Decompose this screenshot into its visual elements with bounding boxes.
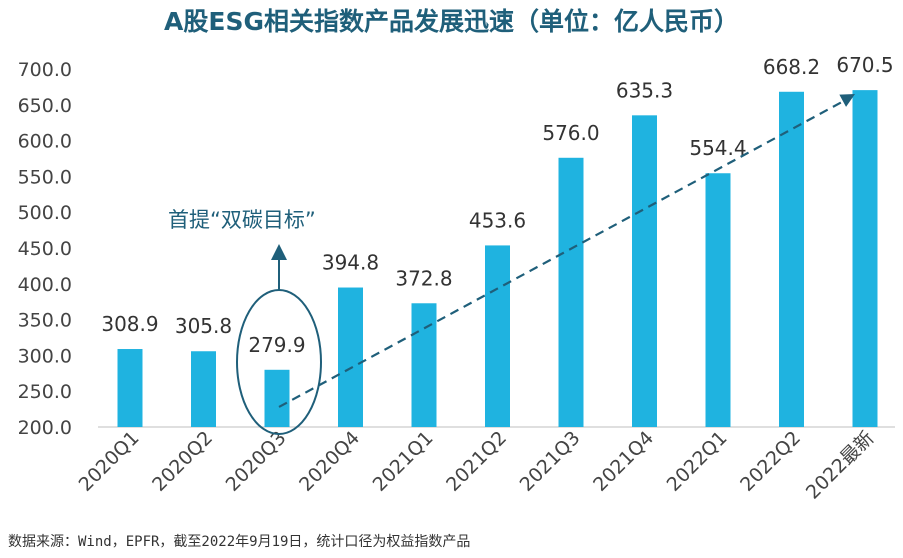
- y-tick-label: 550.0: [18, 166, 72, 188]
- bar: [191, 351, 216, 427]
- x-tick-label: 2021Q3: [516, 427, 585, 496]
- x-tick-label: 2020Q2: [148, 427, 217, 496]
- x-tick-label: 2021Q2: [442, 427, 511, 496]
- value-labels: 308.9 305.8 279.9 394.8 372.8 453.6 576.0 635.3…: [101, 53, 893, 357]
- x-tick-label: 2022最新: [802, 427, 879, 504]
- x-tick-label: 2021Q1: [369, 427, 438, 496]
- trend-arrow-head: [839, 94, 855, 107]
- data-label: 635.3: [616, 78, 673, 102]
- x-tick-label: 2022Q2: [736, 427, 805, 496]
- bar: [264, 369, 290, 427]
- x-tick-label: 2020Q3: [222, 427, 291, 496]
- bar: [852, 90, 878, 427]
- bar: [632, 115, 657, 428]
- data-label: 305.8: [175, 314, 232, 338]
- y-tick-label: 200.0: [18, 417, 72, 439]
- y-tick-label: 600.0: [18, 131, 72, 153]
- data-label: 576.0: [542, 121, 599, 145]
- y-tick-label: 650.0: [18, 95, 72, 117]
- y-tick-label: 250.0: [18, 381, 72, 403]
- annotation-text: 首提“双碳目标”: [168, 208, 316, 232]
- x-tick-label: 2020Q1: [75, 427, 144, 496]
- y-axis: 200.0 250.0 300.0 350.0 400.0 450.0 500.0 550.0…: [18, 59, 72, 439]
- data-label: 372.8: [395, 266, 452, 290]
- bar: [117, 349, 143, 427]
- data-label: 453.6: [469, 208, 526, 232]
- y-tick-label: 450.0: [18, 238, 72, 260]
- up-arrow-head: [271, 244, 287, 260]
- y-tick-label: 300.0: [18, 345, 72, 367]
- annotations: 首提“双碳目标”: [168, 94, 855, 435]
- bar-series: [117, 90, 878, 428]
- data-label: 670.5: [836, 53, 893, 77]
- bar: [485, 245, 510, 427]
- x-tick-label: 2020Q4: [295, 427, 364, 496]
- bar: [411, 303, 437, 427]
- data-label: 308.9: [101, 312, 158, 336]
- data-label: 394.8: [322, 251, 379, 275]
- bar: [338, 287, 363, 427]
- y-tick-label: 350.0: [18, 310, 72, 332]
- trend-line: [278, 96, 852, 408]
- x-axis: 2020Q1 2020Q2 2020Q3 2020Q4 2021Q1 2021Q2 2021…: [75, 427, 879, 504]
- data-label: 668.2: [763, 55, 820, 79]
- bar: [558, 157, 584, 427]
- x-tick-label: 2022Q1: [663, 427, 732, 496]
- x-tick-label: 2021Q4: [589, 427, 658, 496]
- chart-title: A股ESG相关指数产品发展迅速（单位：亿人民币）: [164, 7, 739, 36]
- data-label: 554.4: [689, 136, 746, 160]
- y-tick-label: 500.0: [18, 202, 72, 224]
- bar: [705, 173, 731, 427]
- y-tick-label: 700.0: [18, 59, 72, 81]
- y-tick-label: 400.0: [18, 274, 72, 296]
- data-label: 279.9: [248, 333, 305, 357]
- source-note: 数据来源：Wind，EPFR，截至2022年9月19日，统计口径为权益指数产品: [8, 534, 471, 550]
- bar: [779, 91, 804, 427]
